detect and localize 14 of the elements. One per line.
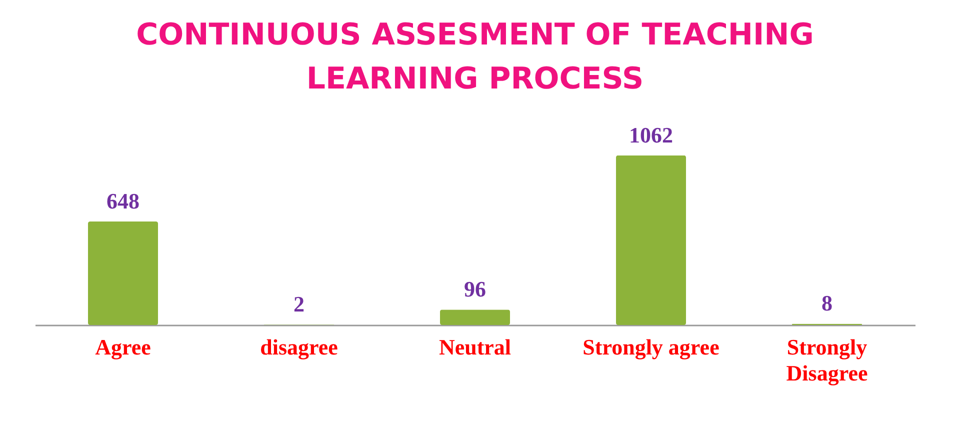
bar — [88, 221, 158, 325]
data-label: 2 — [294, 292, 304, 317]
bar — [616, 155, 686, 325]
data-label: 648 — [106, 188, 140, 214]
x-tick-label: Agree — [95, 334, 152, 360]
bar — [440, 310, 510, 325]
data-label: 8 — [822, 290, 832, 316]
data-label: 1062 — [629, 122, 673, 148]
x-tick-label: Neutral — [438, 334, 512, 360]
chart-title: CONTINUOUS ASSESMENT OF TEACHING LEARNING PROCESS — [136, 17, 814, 96]
data-label: 96 — [464, 276, 486, 302]
x-tick-label: disagree — [260, 334, 338, 360]
x-tick-label: Strongly Disagree — [786, 334, 868, 386]
x-tick-label: Strongly agree — [582, 334, 720, 360]
